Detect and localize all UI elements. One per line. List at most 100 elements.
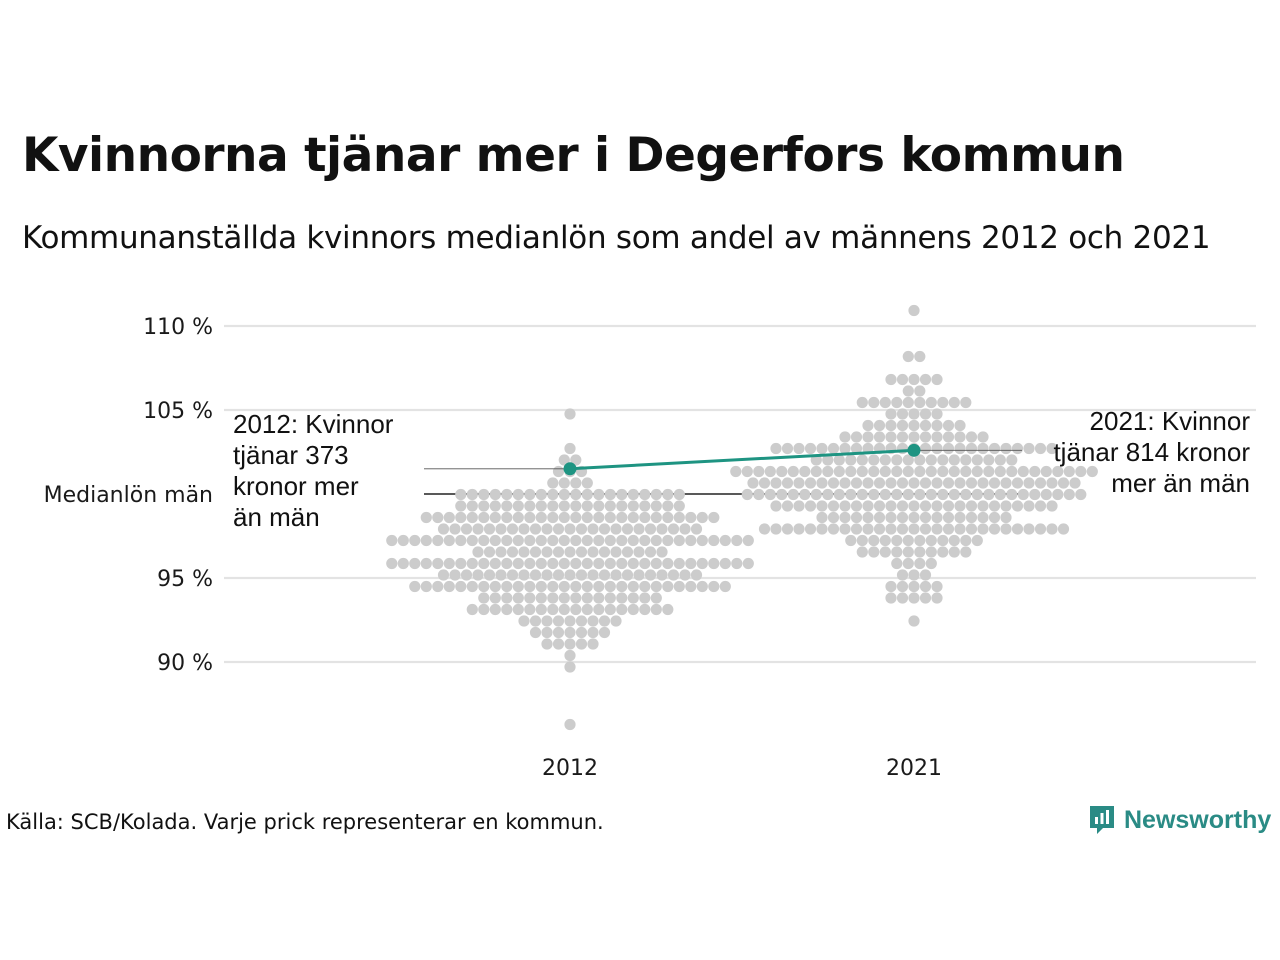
municipality-dot	[455, 580, 467, 593]
municipality-dot	[896, 580, 909, 593]
municipality-dot	[908, 592, 920, 604]
municipality-dot	[902, 488, 914, 501]
municipality-dot	[420, 580, 432, 593]
municipality-dot	[587, 615, 599, 627]
municipality-dot	[524, 500, 536, 512]
municipality-dot	[650, 557, 662, 570]
municipality-dot	[960, 488, 972, 501]
municipality-dot	[621, 569, 634, 581]
municipality-dot	[977, 477, 989, 489]
municipality-dot	[524, 603, 536, 616]
municipality-dot	[931, 419, 943, 432]
municipality-dot	[919, 442, 932, 455]
municipality-dot	[478, 580, 490, 593]
municipality-dot	[965, 511, 978, 524]
municipality-dot	[443, 557, 455, 570]
municipality-dot	[558, 454, 570, 466]
municipality-dot	[925, 546, 937, 558]
municipality-dot	[696, 534, 708, 547]
municipality-dot	[570, 454, 582, 466]
municipality-dot	[547, 592, 559, 604]
municipality-dot	[610, 546, 622, 558]
municipality-dot	[741, 465, 753, 478]
municipality-dot	[529, 626, 542, 639]
municipality-dot	[868, 454, 880, 466]
municipality-dot	[627, 488, 639, 501]
municipality-dot	[937, 488, 949, 501]
municipality-dot	[1046, 500, 1058, 512]
brand-name: Newsworthy	[1124, 805, 1272, 834]
municipality-dot	[639, 557, 651, 570]
municipality-dot	[799, 488, 811, 501]
municipality-dot	[432, 511, 444, 524]
municipality-dot	[839, 442, 851, 455]
municipality-dot	[604, 580, 616, 593]
municipality-dot	[558, 511, 570, 524]
municipality-dot	[1075, 465, 1087, 478]
municipality-dot	[616, 592, 628, 604]
municipality-dot	[616, 580, 628, 593]
municipality-dot	[535, 603, 547, 616]
municipality-dot	[931, 592, 943, 604]
municipality-dot	[409, 557, 421, 570]
municipality-dot	[937, 454, 949, 466]
municipality-dot	[512, 603, 524, 616]
municipality-dot	[741, 488, 753, 501]
municipality-dot	[616, 534, 628, 547]
municipality-dot	[753, 488, 765, 501]
municipality-dot	[552, 465, 565, 478]
municipality-dot	[483, 546, 496, 558]
municipality-dot	[639, 488, 651, 501]
municipality-dot	[472, 546, 484, 558]
municipality-dot	[575, 615, 588, 627]
municipality-dot	[937, 465, 949, 478]
municipality-dot	[908, 304, 920, 317]
municipality-dot	[478, 488, 490, 501]
municipality-dot	[512, 488, 524, 501]
municipality-dot	[896, 592, 909, 604]
municipality-dot	[518, 615, 530, 627]
municipality-dot	[742, 557, 754, 570]
municipality-dot	[931, 431, 943, 443]
municipality-dot	[506, 523, 519, 535]
municipality-dot	[524, 534, 536, 547]
municipality-dot	[896, 477, 909, 489]
municipality-dot	[942, 523, 955, 535]
municipality-dot	[827, 442, 840, 455]
municipality-dot	[925, 465, 937, 478]
municipality-dot	[1011, 477, 1024, 489]
municipality-dot	[409, 534, 421, 547]
source-note: Källa: SCB/Kolada. Varje prick represent…	[6, 810, 604, 834]
municipality-dot	[891, 488, 903, 501]
municipality-dot	[988, 523, 1001, 535]
municipality-dot	[535, 557, 547, 570]
municipality-dot	[708, 534, 720, 547]
municipality-dot	[914, 396, 926, 409]
axis-labels: 90 % 95 % 105 % 110 % Medianlön män 2012 2021	[44, 315, 942, 781]
municipality-dot	[581, 580, 593, 593]
municipality-dot	[570, 511, 582, 524]
municipality-dot	[386, 557, 398, 570]
municipality-dot	[478, 557, 490, 570]
municipality-dot	[914, 546, 926, 558]
municipality-dot	[593, 603, 605, 616]
municipality-dot	[891, 557, 903, 570]
municipality-dot	[931, 477, 943, 489]
municipality-dot	[552, 626, 565, 639]
municipality-dot	[466, 534, 478, 547]
municipality-dot	[432, 580, 444, 593]
municipality-dot	[856, 534, 868, 547]
municipality-dot	[942, 500, 955, 512]
municipality-dot	[529, 546, 542, 558]
municipality-dot	[747, 477, 759, 489]
municipality-dot	[1000, 442, 1012, 455]
municipality-dot	[919, 523, 932, 535]
municipality-dot	[512, 500, 524, 512]
municipality-dot	[501, 511, 513, 524]
municipality-dot	[1040, 465, 1052, 478]
municipality-dot	[965, 442, 978, 455]
municipality-dot	[570, 580, 582, 593]
municipality-dot	[564, 661, 576, 673]
